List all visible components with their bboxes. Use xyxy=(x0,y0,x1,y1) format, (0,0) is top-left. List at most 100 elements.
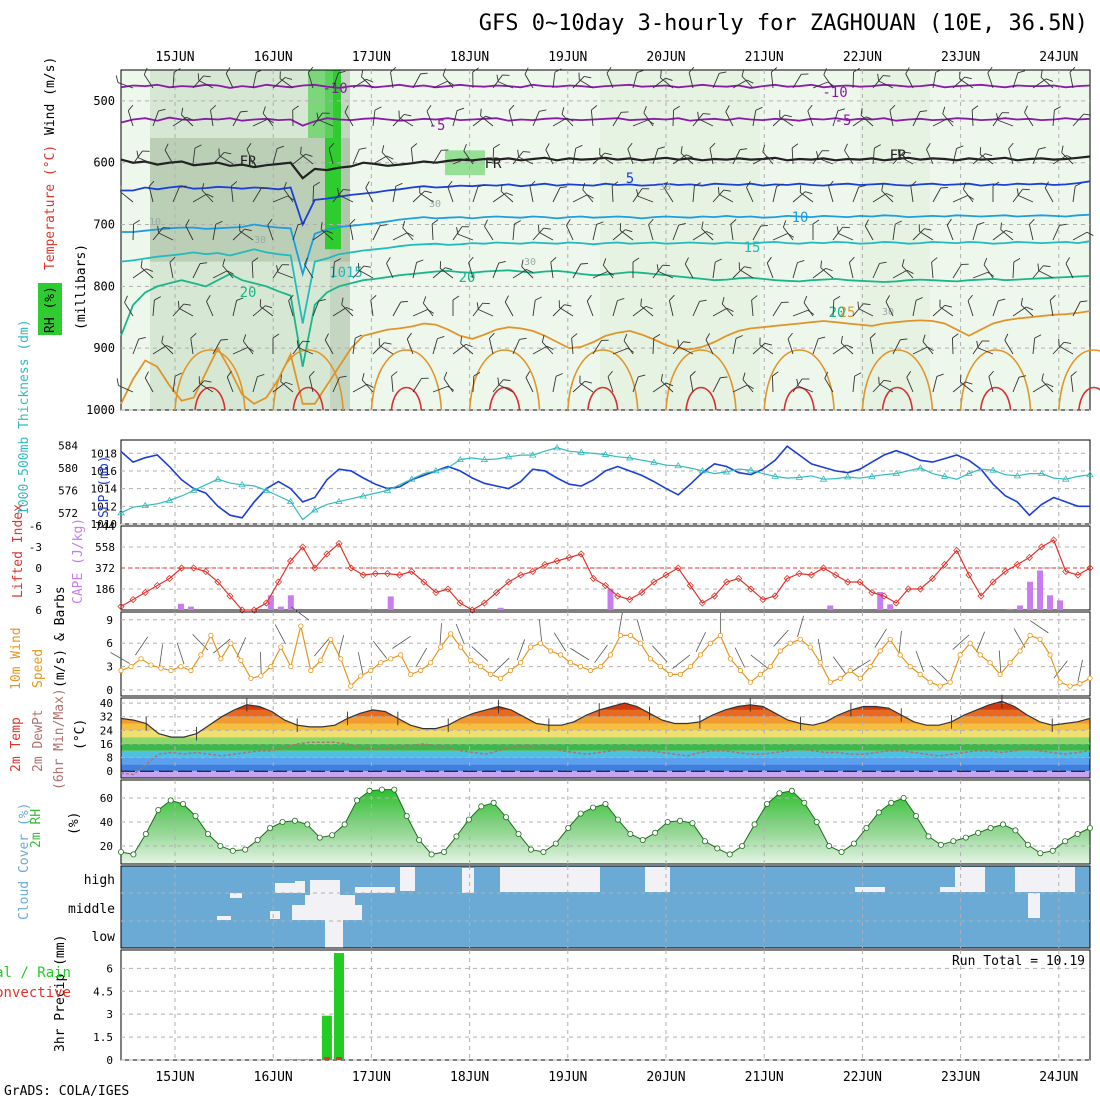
temp-band xyxy=(121,737,1090,744)
wind10m-marker xyxy=(698,653,702,657)
temp-band xyxy=(121,698,1090,703)
precip-tick: 1.5 xyxy=(93,1031,113,1044)
wind10m-marker xyxy=(389,657,393,661)
wind10m-barb-staff xyxy=(177,643,184,664)
rh-tick: 40 xyxy=(100,816,113,829)
rh-marker xyxy=(677,818,682,823)
rh-marker xyxy=(876,810,881,815)
wind10m-barb xyxy=(619,612,623,634)
cloud-row-label: high xyxy=(84,873,115,888)
precip-title-convective: Convective xyxy=(0,985,71,1001)
slp-frame xyxy=(121,440,1090,524)
wind10m-marker xyxy=(678,672,682,676)
wind-barb-flag xyxy=(114,76,120,83)
cloud-block xyxy=(275,883,295,893)
rh-marker xyxy=(777,791,782,796)
wind10m-marker xyxy=(169,668,173,672)
date-label-bottom: 22JUN xyxy=(843,1070,882,1085)
wind-barb-staff xyxy=(133,224,134,240)
wind10m-marker xyxy=(1068,684,1072,688)
wind10m-marker xyxy=(448,632,452,636)
wind10m-barb xyxy=(999,650,1001,672)
wind10m-marker xyxy=(748,680,752,684)
wind10m-marker xyxy=(608,653,612,657)
rh-marker xyxy=(690,821,695,826)
rh-shade-band xyxy=(600,70,760,410)
wind10m-barb-staff xyxy=(774,630,789,646)
cape-bar xyxy=(1007,609,1013,610)
y-label-millibars: (millibars) xyxy=(74,244,89,330)
cape-bar xyxy=(1057,600,1063,610)
rh-marker xyxy=(590,805,595,810)
rh-marker xyxy=(118,849,123,854)
cape-bar xyxy=(1027,582,1033,610)
rh-marker xyxy=(951,839,956,844)
wind10m-barb xyxy=(774,630,789,646)
rh-marker xyxy=(429,852,434,857)
rh-marker xyxy=(292,818,297,823)
isotherm-label: 15 xyxy=(744,240,761,256)
wind10m-marker xyxy=(558,653,562,657)
precip-tick: 4.5 xyxy=(93,985,113,998)
y-label-rh: RH (%) xyxy=(43,286,58,333)
rh-marker xyxy=(367,788,372,793)
wind10m-barb xyxy=(160,644,163,666)
wind10m-barb-staff xyxy=(416,648,427,667)
wind10m-marker xyxy=(708,641,712,645)
rh-marker xyxy=(168,798,173,803)
rh-marker xyxy=(628,831,633,836)
rh-marker xyxy=(131,852,136,857)
wind10m-barb xyxy=(177,643,184,664)
cloud-background xyxy=(121,866,1090,948)
wind10m-line xyxy=(121,626,1090,686)
wind-tick: 6 xyxy=(106,637,113,650)
wind10m-marker xyxy=(229,641,233,645)
wind10m-marker xyxy=(129,664,133,668)
pressure-tick: 900 xyxy=(93,341,115,355)
wind10m-marker xyxy=(289,664,293,668)
cape-bar xyxy=(278,607,284,610)
y-label-wind10m-speed: Speed xyxy=(31,649,46,688)
rh-marker xyxy=(764,801,769,806)
wind10m-barb-staff xyxy=(493,658,509,673)
wind10m-marker xyxy=(848,668,852,672)
wind10m-marker xyxy=(598,664,602,668)
isotherm-label: 10 xyxy=(149,217,161,228)
wind10m-marker xyxy=(958,653,962,657)
wind10m-barb xyxy=(472,647,488,662)
rh-marker xyxy=(1000,822,1005,827)
wind10m-marker xyxy=(199,653,203,657)
wind10m-marker xyxy=(1058,680,1062,684)
y-label-lifted: Lifted Index xyxy=(11,504,26,598)
wind10m-marker xyxy=(409,672,413,676)
precip-convective-bar xyxy=(324,1057,330,1060)
y-label-temperature: Temperature (°C) xyxy=(43,145,58,270)
rh-marker xyxy=(305,822,310,827)
wind-barb-staff xyxy=(772,376,773,392)
pressure-tick: 700 xyxy=(93,218,115,232)
date-label-top: 19JUN xyxy=(548,50,587,65)
wind10m-barb xyxy=(696,632,706,652)
wind10m-barb xyxy=(554,633,566,652)
isotherm-label: 30 xyxy=(882,307,894,318)
wind-tick: 3 xyxy=(106,661,113,674)
wind10m-marker xyxy=(998,672,1002,676)
cape-bar xyxy=(178,604,184,610)
wind10m-marker xyxy=(498,676,502,680)
date-label-top: 21JUN xyxy=(745,50,784,65)
lifted-tick: -3 xyxy=(29,541,42,554)
cloud-block xyxy=(270,911,280,919)
rh-marker xyxy=(901,795,906,800)
rh-marker xyxy=(516,831,521,836)
wind10m-marker xyxy=(1008,661,1012,665)
rh-marker xyxy=(827,843,832,848)
wind10m-marker xyxy=(279,645,283,649)
wind10m-barb xyxy=(260,652,261,674)
rh-marker xyxy=(528,847,533,852)
wind10m-marker xyxy=(418,668,422,672)
wind10m-marker xyxy=(638,641,642,645)
y-label-wind10m: 10m Wind xyxy=(9,627,24,690)
temp-band xyxy=(121,764,1090,771)
rh-marker xyxy=(715,846,720,851)
isotherm-label: -5 xyxy=(835,113,852,129)
